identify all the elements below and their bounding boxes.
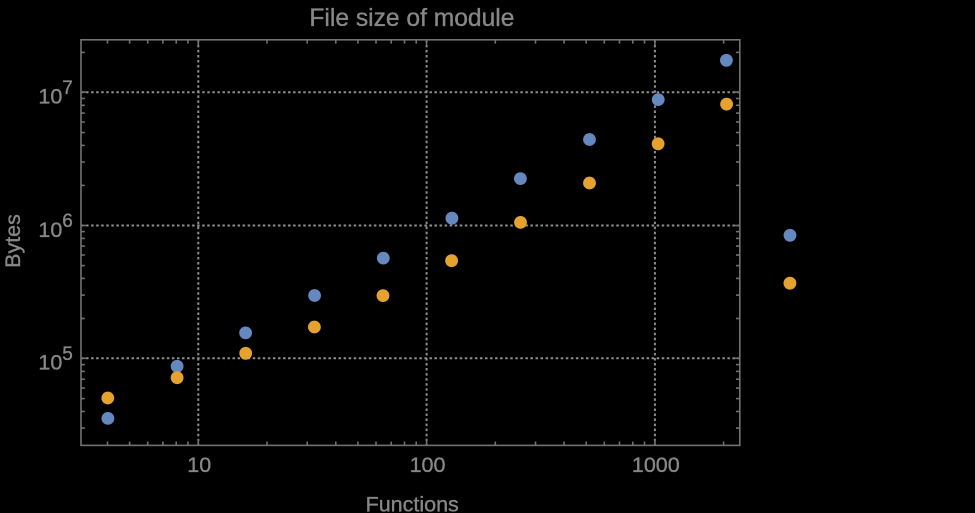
svg-text:10: 10 bbox=[38, 218, 62, 242]
svg-text:File size of module: File size of module bbox=[309, 5, 514, 32]
svg-text:5: 5 bbox=[62, 344, 73, 365]
svg-text:10: 10 bbox=[38, 351, 62, 375]
svg-text:10: 10 bbox=[187, 453, 211, 477]
svg-text:Bytes: Bytes bbox=[1, 214, 25, 268]
svg-text:7: 7 bbox=[62, 78, 73, 99]
svg-text:6: 6 bbox=[62, 211, 73, 232]
svg-text:10: 10 bbox=[38, 85, 62, 109]
svg-text:Functions: Functions bbox=[366, 492, 459, 513]
svg-text:1000: 1000 bbox=[632, 453, 680, 477]
svg-text:100: 100 bbox=[410, 453, 446, 477]
